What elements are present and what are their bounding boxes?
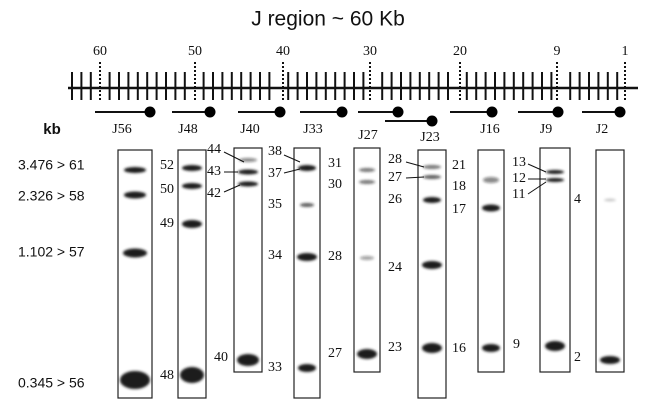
- probe-label: J33: [303, 122, 322, 137]
- band-label: 16: [452, 341, 466, 356]
- probe-label: J40: [240, 122, 259, 137]
- probe-label: J27: [358, 128, 377, 143]
- probe-label: J2: [596, 122, 608, 137]
- gel-bands: [120, 158, 620, 389]
- band-label: 2: [574, 350, 581, 365]
- scale-label: 1: [622, 44, 629, 59]
- scale-label: 50: [188, 44, 202, 59]
- band-label: 37: [268, 166, 282, 181]
- band-leaders: [223, 151, 547, 195]
- gel-lanes: [117, 147, 625, 399]
- probe-label: J23: [420, 130, 439, 145]
- band-label: 44: [207, 142, 221, 157]
- band-label: 18: [452, 179, 466, 194]
- band-label: 12: [512, 171, 526, 186]
- band-label: 17: [452, 202, 466, 217]
- band-label: 30: [328, 177, 342, 192]
- probe-label: J9: [540, 122, 552, 137]
- band-label: 26: [388, 192, 402, 207]
- size-marker: 3.476 > 61: [18, 157, 85, 173]
- band-label: 28: [388, 152, 402, 167]
- scale-label: 60: [93, 44, 107, 59]
- scale-map: 60 50 40 30 20 9 1: [68, 44, 638, 100]
- band-label: 31: [328, 156, 342, 171]
- size-marker: 0.345 > 56: [18, 375, 85, 391]
- band-label: 52: [160, 158, 174, 173]
- probes: [95, 106, 626, 127]
- band-label: 13: [512, 155, 526, 170]
- band-label: 28: [328, 249, 342, 264]
- band-label: 40: [214, 350, 228, 365]
- band-label: 27: [388, 170, 402, 185]
- band-label: 42: [207, 186, 221, 201]
- band-label: 43: [207, 164, 221, 179]
- band-label: 34: [268, 248, 282, 263]
- band-label: 35: [268, 197, 282, 212]
- band-label: 4: [574, 192, 581, 207]
- band-label: 33: [268, 360, 282, 375]
- band-label: 38: [268, 144, 282, 159]
- band-label: 49: [160, 216, 174, 231]
- band-label: 27: [328, 346, 342, 361]
- scale-label: 40: [276, 44, 290, 59]
- band-label: 24: [388, 260, 402, 275]
- band-label: 23: [388, 340, 402, 355]
- scale-label: 20: [453, 44, 467, 59]
- scale-label: 9: [554, 44, 561, 59]
- band-label: 21: [452, 158, 466, 173]
- band-label: 9: [513, 337, 520, 352]
- size-marker: 1.102 > 57: [18, 244, 85, 260]
- band-label: 48: [160, 368, 174, 383]
- unit-label: kb: [43, 121, 61, 138]
- probe-label: J16: [480, 122, 499, 137]
- band-label: 11: [512, 187, 525, 202]
- scale-ticks: [71, 62, 626, 100]
- title: J region ~ 60 Kb: [251, 8, 405, 31]
- scale-label: 30: [363, 44, 377, 59]
- probe-label: J56: [112, 122, 131, 137]
- probe-label: J48: [178, 122, 197, 137]
- band-label: 50: [160, 182, 174, 197]
- size-marker: 2.326 > 58: [18, 188, 85, 204]
